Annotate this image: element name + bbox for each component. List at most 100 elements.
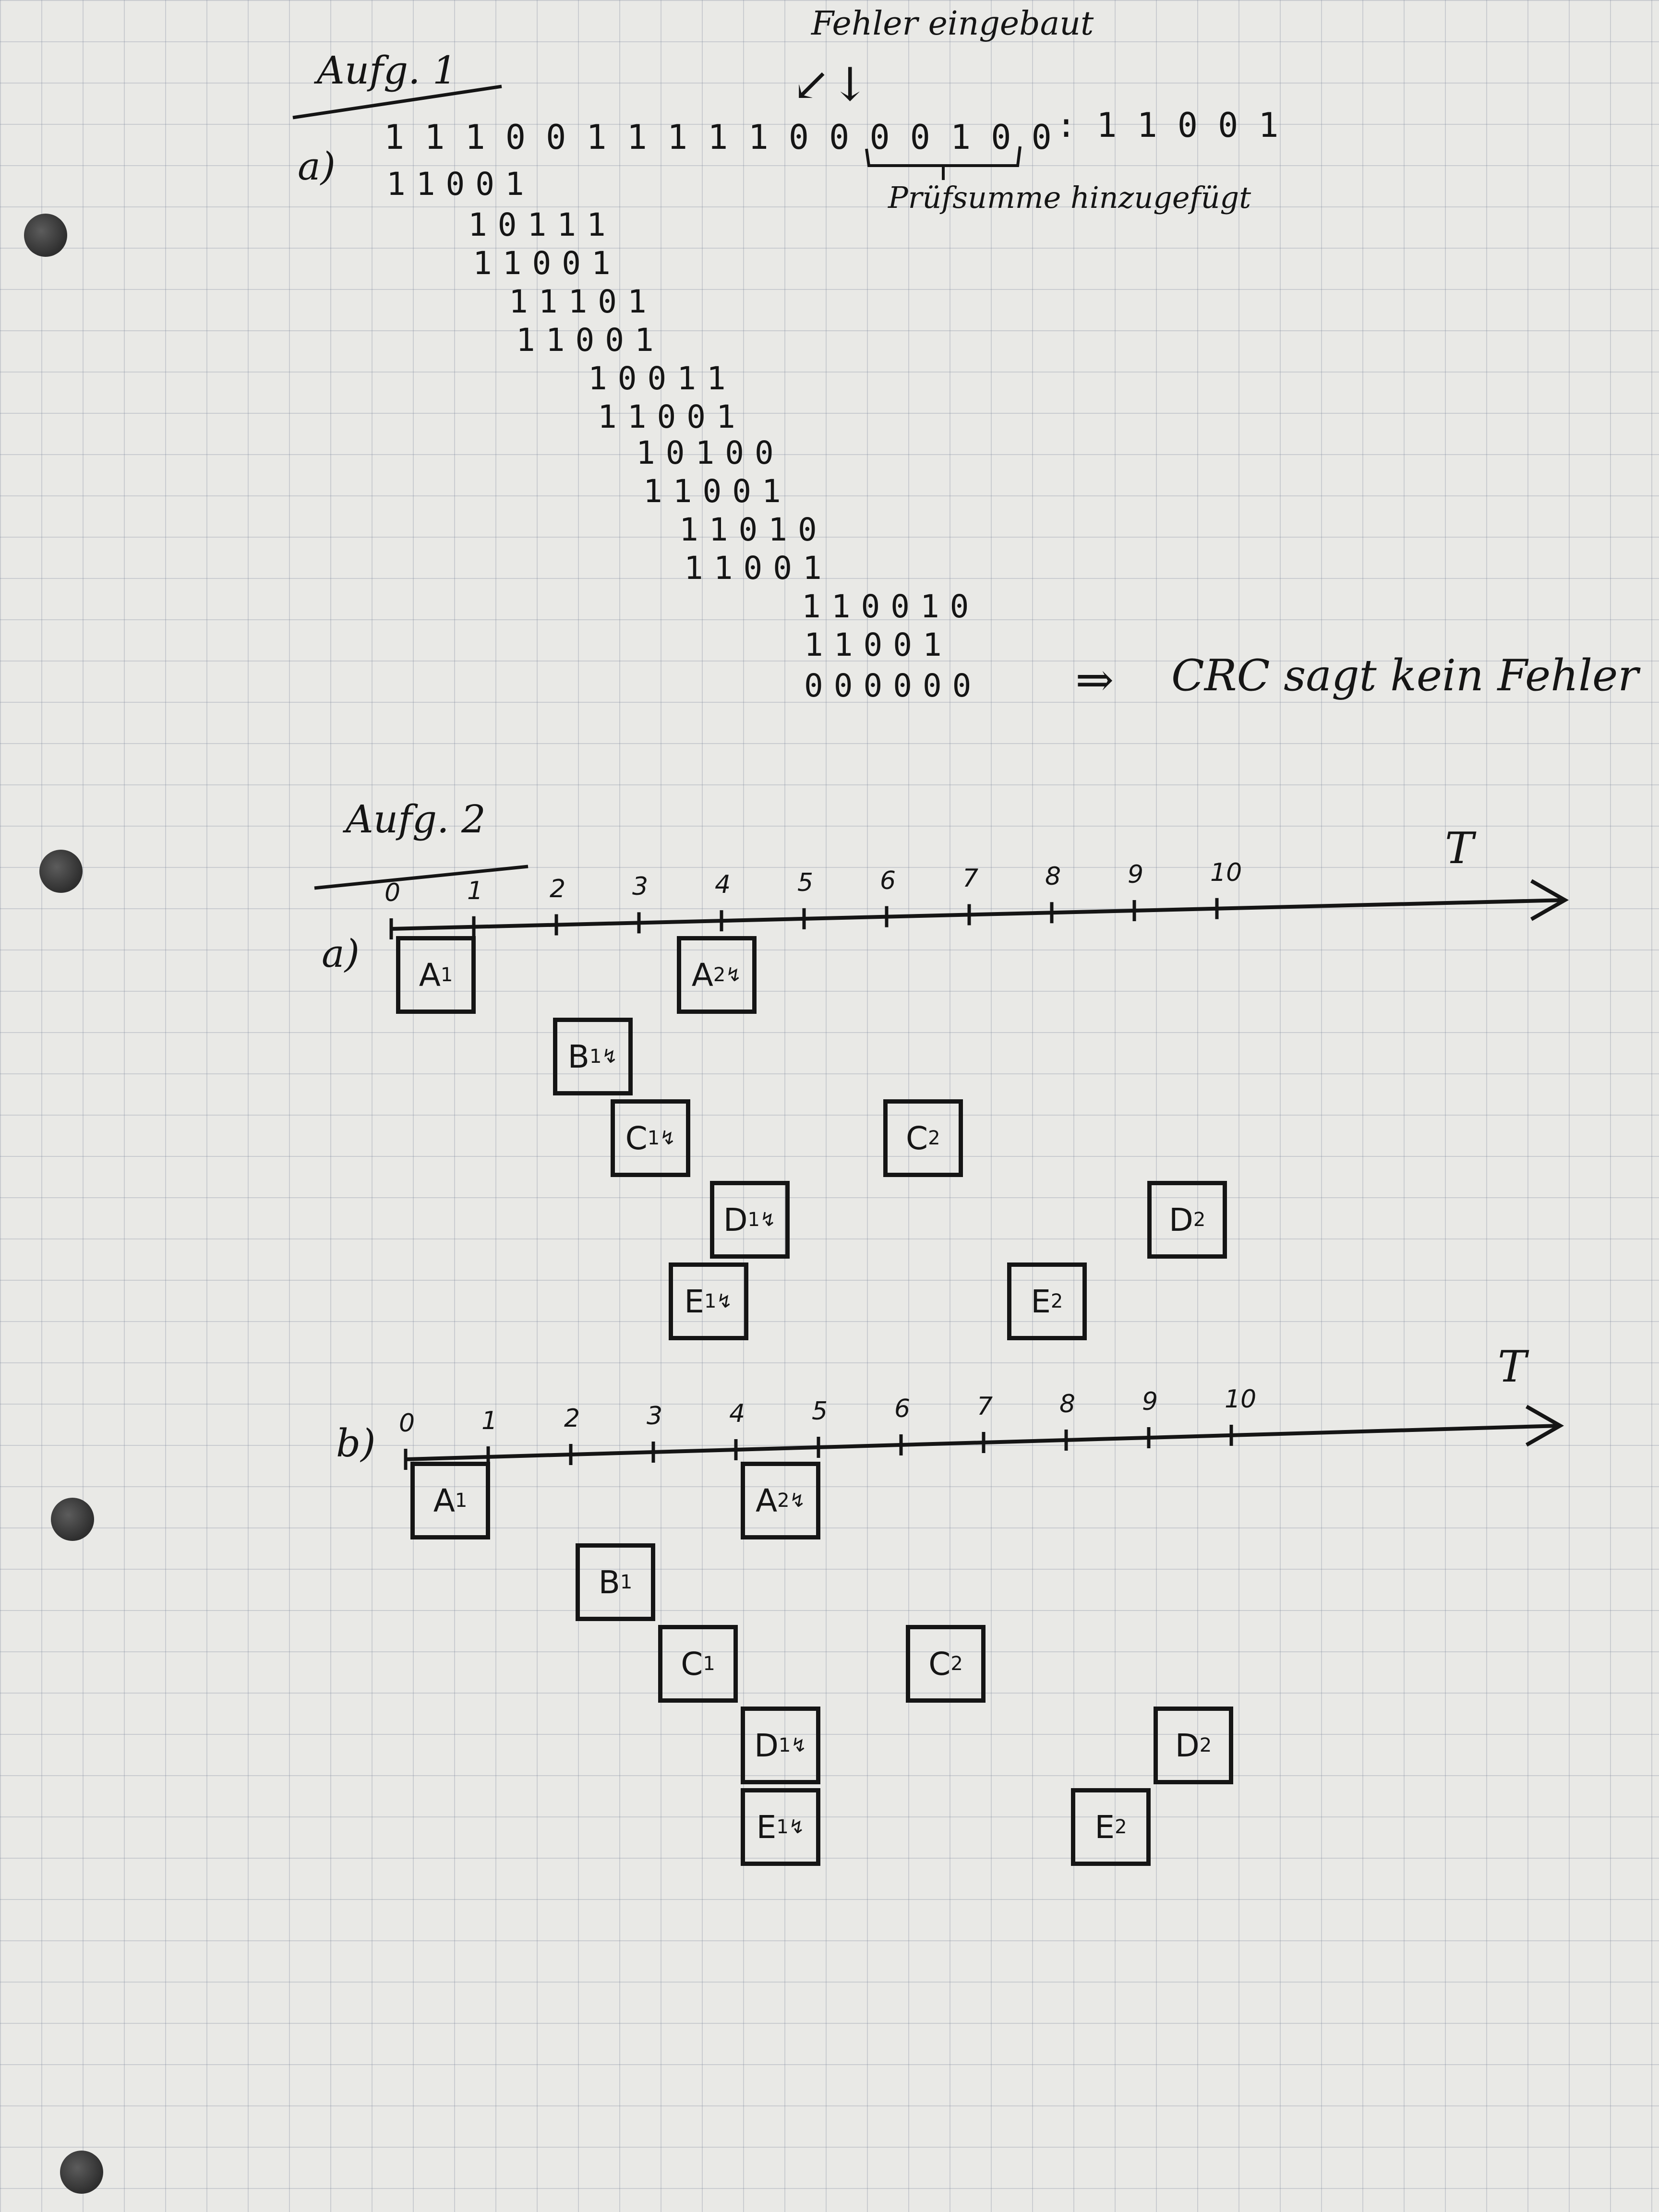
timeline-tick-label: 3 xyxy=(647,1401,663,1431)
box-index: 1 xyxy=(747,1209,760,1231)
box-label: A xyxy=(755,1482,778,1519)
task1-arrow-glyph: ↙↓ xyxy=(792,58,869,111)
task1-conclusion: CRC sagt kein Fehler xyxy=(1171,650,1639,701)
box-label: E xyxy=(1031,1283,1051,1320)
box-index: 2 xyxy=(928,1127,940,1149)
box-label: D xyxy=(723,1201,748,1238)
schedule-box: C 1 ↯ xyxy=(611,1099,691,1177)
crc-row: 110010 xyxy=(802,588,980,625)
timeline-tick-label: 2 xyxy=(550,874,566,903)
task1-heading: Aufg. 1 xyxy=(317,48,457,93)
crc-row: 11010 xyxy=(679,511,828,548)
punch-hole-3 xyxy=(51,1498,94,1541)
lightning-icon: ↯ xyxy=(789,1490,806,1512)
schedule-box: E 1 ↯ xyxy=(668,1262,748,1340)
timeline-tick-label: 9 xyxy=(1142,1387,1158,1416)
box-index: 2 xyxy=(1115,1816,1127,1838)
timeline-tick-label: 1 xyxy=(481,1406,498,1435)
box-label: C xyxy=(681,1645,703,1683)
timeline-arrowhead xyxy=(1530,879,1569,921)
part-a-label: a) xyxy=(322,931,360,976)
box-label: D xyxy=(754,1727,779,1764)
punch-hole-4 xyxy=(60,2151,103,2194)
timeline-tick-label: 4 xyxy=(715,870,731,900)
crc-row: 11001 xyxy=(516,322,664,359)
crc-row: 10111 xyxy=(468,206,616,243)
timeline-tick-label: 0 xyxy=(385,878,401,907)
timeline-tick-label: 4 xyxy=(729,1399,745,1428)
box-index: 1 xyxy=(647,1127,660,1149)
task1-checksum-note: Prüfsumme hinzugefügt xyxy=(888,180,1251,215)
schedule-box: A 2 ↯ xyxy=(741,1462,820,1539)
box-index: 2 xyxy=(713,964,726,986)
lightning-icon: ↯ xyxy=(716,1290,733,1312)
timeline-tick-label: 0 xyxy=(399,1409,415,1438)
timeline-tick-label: 9 xyxy=(1128,860,1144,889)
crc-row: 10011 xyxy=(588,360,736,397)
box-index: 1 xyxy=(620,1571,633,1593)
box-index: 2 xyxy=(1193,1209,1206,1231)
punch-hole-2 xyxy=(39,850,83,893)
box-index: 1 xyxy=(703,1653,715,1675)
timeline-tick-label: 10 xyxy=(1225,1384,1257,1414)
box-label: C xyxy=(625,1119,648,1157)
box-label: E xyxy=(1094,1808,1115,1846)
schedule-box: D 1 ↯ xyxy=(741,1707,820,1784)
crc-row: 11001 xyxy=(643,473,792,510)
box-index: 1 xyxy=(778,1734,791,1756)
timeline-tick-label: 8 xyxy=(1045,862,1061,891)
timeline-tick-label: 5 xyxy=(797,868,814,897)
schedule-box: E 1 ↯ xyxy=(741,1788,820,1866)
box-label: A xyxy=(419,956,441,994)
crc-row: 10100 xyxy=(636,434,784,471)
box-label: B xyxy=(598,1563,620,1601)
timeline-tick-label: 6 xyxy=(880,866,896,895)
timeline-tick-label: 1 xyxy=(467,876,483,905)
box-index: 1 xyxy=(455,1490,468,1512)
timeline-axis xyxy=(391,898,1565,931)
lightning-icon: ↯ xyxy=(725,964,742,986)
timeline-arrowhead xyxy=(1526,1405,1564,1447)
crc-row: 11001 xyxy=(386,166,535,203)
timeline-tick-label: 8 xyxy=(1059,1389,1076,1419)
lightning-icon: ↯ xyxy=(791,1734,807,1756)
box-index: 2 xyxy=(1199,1734,1212,1756)
part-b-axis-label: T xyxy=(1498,1342,1527,1392)
box-label: A xyxy=(691,956,713,994)
lightning-icon: ↯ xyxy=(788,1816,805,1838)
crc-row: 11001 xyxy=(598,398,746,435)
box-index: 1 xyxy=(589,1046,602,1068)
part-b-label: b) xyxy=(336,1421,376,1466)
box-label: E xyxy=(684,1283,704,1320)
task1-divisor: : 1 1 0 0 1 xyxy=(1056,106,1279,145)
crc-row: 000000 xyxy=(804,667,982,704)
part-a-axis-label: T xyxy=(1445,823,1474,874)
task2-heading: Aufg. 2 xyxy=(346,797,486,842)
crc-row: 11101 xyxy=(509,283,657,320)
result-arrow: ⇒ xyxy=(1075,653,1114,707)
box-index: 1 xyxy=(776,1816,789,1838)
schedule-box: B 1 ↯ xyxy=(553,1018,633,1095)
lightning-icon: ↯ xyxy=(601,1046,618,1068)
box-label: D xyxy=(1169,1201,1193,1238)
box-index: 2 xyxy=(950,1653,963,1675)
crc-row: 11001 xyxy=(804,626,952,663)
box-index: 2 xyxy=(777,1490,790,1512)
task1-arrow-note: Fehler eingebaut xyxy=(811,5,1094,43)
box-index: 1 xyxy=(440,964,453,986)
box-label: C xyxy=(928,1645,951,1683)
box-label: D xyxy=(1175,1727,1200,1764)
timeline-tick-label: 5 xyxy=(812,1396,828,1426)
timeline-tick-label: 6 xyxy=(894,1394,911,1423)
